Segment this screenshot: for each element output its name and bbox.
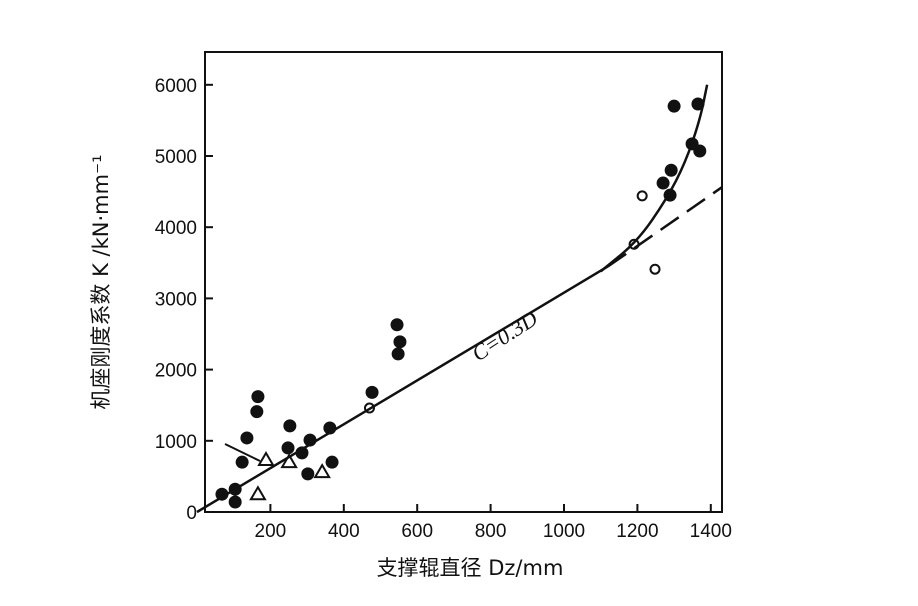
y-axis-label: 机座刚度系数 K /kN·mm⁻¹ [89, 154, 113, 409]
x-tick-label: 600 [401, 521, 433, 542]
filled-circle-point [693, 144, 707, 158]
fit-annotation: C=0.3D [467, 305, 542, 366]
filled-circle-point [283, 419, 297, 433]
filled-circle-point [656, 176, 670, 190]
filled-circle-point [215, 487, 229, 501]
x-tick-label: 800 [475, 521, 507, 542]
plot-frame [204, 51, 723, 513]
filled-circle-point [667, 99, 681, 113]
filled-circle-point [235, 455, 249, 469]
x-tick-label: 1200 [616, 521, 658, 542]
arrow-annotation [224, 443, 261, 462]
x-tick-label: 1000 [543, 521, 585, 542]
filled-circle-point [365, 385, 379, 399]
curve [599, 84, 709, 273]
filled-circle-point [301, 467, 315, 481]
filled-circle-point [325, 455, 339, 469]
x-tick-label: 1400 [690, 521, 732, 542]
filled-circle-point [391, 347, 405, 361]
filled-circle-point [393, 335, 407, 349]
x-tick-label: 200 [255, 521, 287, 542]
triangle-point [249, 485, 267, 501]
triangle-point [280, 453, 298, 469]
fit-line [196, 265, 609, 514]
open-circle-point [649, 263, 661, 275]
filled-circle-point [390, 318, 404, 332]
triangle-point [257, 451, 275, 467]
extrapolation [607, 186, 723, 268]
triangle-point [313, 463, 331, 479]
y-tick-label: 6000 [155, 76, 197, 97]
filled-circle-point [250, 405, 264, 419]
filled-circle-point [228, 495, 242, 509]
y-tick-label: 4000 [155, 218, 197, 239]
filled-circle-point [664, 163, 678, 177]
y-tick-label: 2000 [155, 361, 197, 382]
y-tick-label: 1000 [155, 432, 197, 453]
filled-circle-point [240, 431, 254, 445]
filled-circle-point [295, 446, 309, 460]
open-circle-point [636, 190, 648, 202]
y-tick-label: 5000 [155, 147, 197, 168]
y-tick-label: 0 [186, 503, 197, 524]
filled-circle-point [281, 441, 295, 455]
x-axis-label: 支撑辊直径 Dz/mm [377, 556, 564, 580]
y-tick-label: 3000 [155, 289, 197, 310]
filled-circle-point [251, 390, 265, 404]
x-tick-label: 400 [328, 521, 360, 542]
